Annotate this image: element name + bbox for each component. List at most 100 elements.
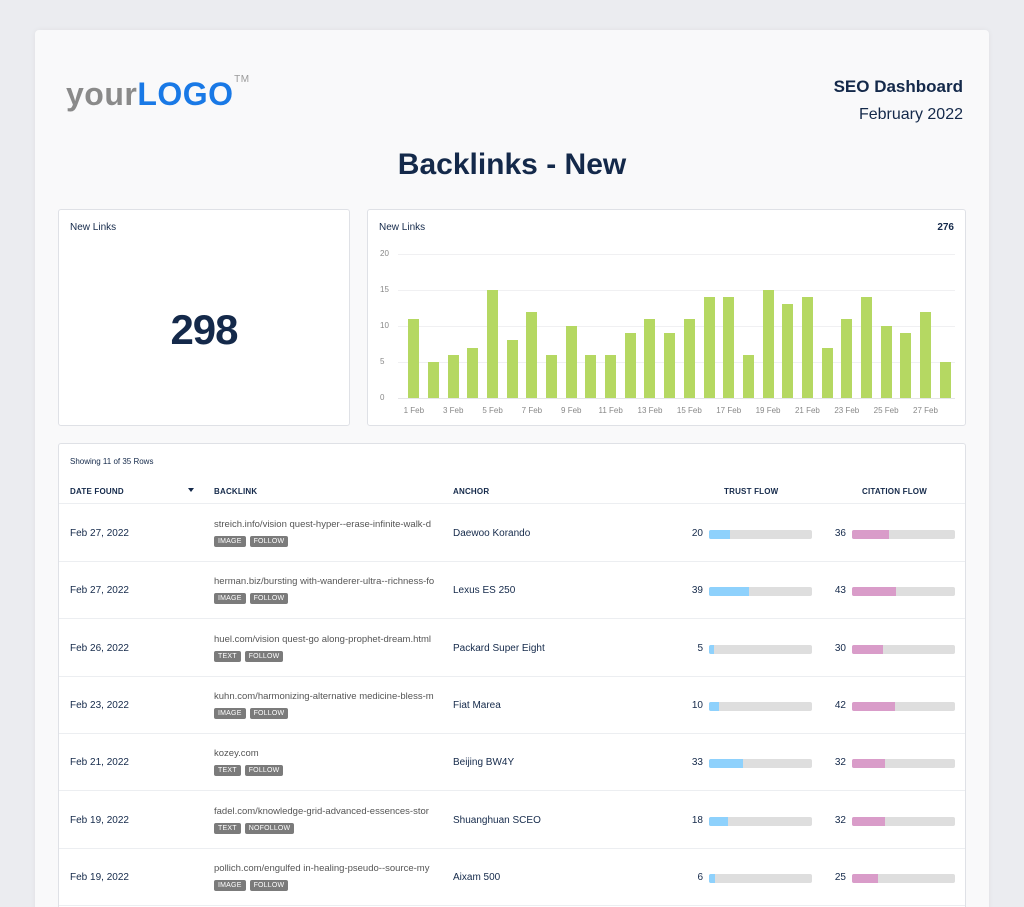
trust-flow-bar-fill (709, 873, 716, 883)
link-type-tag: TEXT (214, 822, 241, 834)
citation-flow-bar-fill (852, 644, 883, 654)
backlink-tags: IMAGE FOLLOW (214, 536, 289, 547)
backlink-url-link[interactable]: pollich.com/engulfed in-healing-pseudo--… (214, 862, 430, 874)
citation-flow-value: 30 (834, 642, 846, 654)
date-found-cell: Feb 27, 2022 (70, 585, 129, 597)
date-found-cell: Feb 27, 2022 (70, 528, 129, 539)
x-axis-tick-label: 11 Feb (598, 406, 623, 415)
column-header-backlink[interactable]: BACKLINK (214, 487, 258, 496)
citation-flow-bar (852, 587, 955, 597)
chart-bar[interactable] (782, 304, 794, 398)
citation-flow-bar-fill (852, 816, 885, 826)
chart-bar[interactable] (900, 333, 912, 398)
chart-bar[interactable] (467, 347, 479, 398)
backlink-url-link[interactable]: kozey.com (214, 748, 259, 760)
anchor-text-cell: Lexus ES 250 (453, 585, 516, 597)
anchor-text-cell: Fiat Marea (453, 699, 501, 711)
chart-bar[interactable] (506, 340, 518, 398)
date-found-cell: Feb 21, 2022 (70, 757, 129, 769)
chart-bar[interactable] (703, 297, 715, 398)
backlink-tags: IMAGE FOLLOW (214, 879, 289, 891)
chart-bar[interactable] (585, 354, 597, 398)
chart-bar[interactable] (605, 354, 617, 398)
citation-flow-bar (852, 530, 955, 539)
gridline (398, 254, 955, 255)
chart-bar[interactable] (821, 347, 833, 398)
trust-flow-bar-fill (709, 701, 720, 711)
trust-flow-bar-fill (709, 644, 715, 654)
table-row[interactable]: Feb 23, 2022 kuhn.com/harmonizing-alterna… (59, 677, 965, 734)
chart-bar[interactable] (801, 297, 813, 398)
chart-bar[interactable] (880, 326, 892, 398)
column-header-citation-flow[interactable]: CITATION FLOW (862, 487, 927, 496)
column-header-trust-flow[interactable]: TRUST FLOW (724, 487, 779, 496)
backlink-url-link[interactable]: kuhn.com/harmonizing-alternative medicin… (214, 690, 434, 702)
dashboard-title: SEO Dashboard (833, 77, 963, 96)
backlink-url-link[interactable]: fadel.com/knowledge-grid-advanced-essenc… (214, 805, 429, 817)
chart-bar[interactable] (644, 318, 656, 398)
y-axis-tick-label: 10 (380, 321, 389, 330)
chart-bar[interactable] (723, 297, 735, 398)
table-row[interactable]: Feb 19, 2022 pollich.com/engulfed in-heal… (59, 849, 965, 906)
y-axis-tick-label: 20 (380, 249, 389, 258)
citation-flow-value: 25 (834, 871, 846, 883)
column-header-date-found[interactable]: DATE FOUND (70, 487, 124, 496)
anchor-text-cell: Aixam 500 (453, 871, 501, 883)
chart-bar[interactable] (860, 297, 872, 398)
backlink-url-link[interactable]: streich.info/vision quest-hyper--erase-i… (214, 519, 432, 530)
backlink-tags: IMAGE FOLLOW (214, 707, 289, 719)
link-type-tag: FOLLOW (249, 536, 289, 547)
x-axis-tick-label: 21 Feb (794, 406, 820, 415)
trust-flow-bar (709, 587, 812, 597)
trust-flow-value: 18 (691, 814, 703, 826)
chart-bar[interactable] (939, 362, 951, 398)
link-type-tag: FOLLOW (249, 707, 289, 719)
table-row[interactable]: Feb 27, 2022 herman.biz/bursting with-wan… (59, 562, 965, 620)
chart-bar[interactable] (683, 318, 695, 398)
citation-flow-bar (852, 759, 955, 769)
report-period: February 2022 (858, 106, 963, 123)
link-type-tag: IMAGE (214, 593, 246, 605)
link-type-tag: IMAGE (214, 879, 246, 891)
link-type-tag: FOLLOW (244, 650, 284, 662)
link-type-tag: FOLLOW (249, 879, 289, 891)
citation-flow-bar-fill (852, 701, 896, 711)
chart-bar[interactable] (526, 311, 538, 398)
table-row[interactable]: Feb 19, 2022 fadel.com/knowledge-grid-adv… (59, 792, 965, 849)
citation-flow-bar (852, 701, 955, 711)
chart-bar[interactable] (762, 290, 774, 398)
backlink-tags: TEXT FOLLOW (214, 765, 284, 777)
trust-flow-value: 33 (691, 757, 703, 769)
chart-bar[interactable] (408, 318, 420, 398)
x-axis-tick-label: 9 Feb (561, 406, 582, 415)
chart-bar[interactable] (428, 362, 440, 398)
citation-flow-value: 32 (834, 814, 846, 826)
chart-label: New Links (379, 222, 426, 233)
backlink-url-link[interactable]: herman.biz/bursting with-wanderer-ultra-… (214, 576, 435, 588)
chart-bar[interactable] (447, 354, 459, 398)
chart-bar[interactable] (919, 311, 931, 398)
chart-bar[interactable] (487, 290, 499, 398)
sort-descending-icon[interactable] (188, 488, 194, 492)
backlink-tags: TEXT FOLLOW (214, 650, 284, 662)
backlink-url-link[interactable]: huel.com/vision quest-go along-prophet-d… (214, 633, 432, 645)
kpi-value: 298 (170, 306, 238, 353)
chart-bar[interactable] (565, 326, 577, 398)
chart-bar[interactable] (546, 354, 558, 398)
y-axis-tick-label: 15 (380, 285, 389, 294)
trademark-mark: TM (234, 74, 250, 85)
chart-bar[interactable] (742, 354, 754, 398)
row-count-text: Showing 11 of 35 Rows (70, 457, 154, 466)
chart-bar[interactable] (841, 318, 853, 398)
date-found-cell: Feb 19, 2022 (70, 814, 129, 826)
chart-bar[interactable] (664, 333, 676, 398)
table-row[interactable]: Feb 27, 2022 streich.info/vision quest-hy… (59, 505, 965, 562)
anchor-text-cell: Beijing BW4Y (453, 757, 515, 769)
chart-bar[interactable] (624, 333, 636, 398)
anchor-text-cell: Packard Super Eight (453, 642, 545, 654)
x-axis-tick-label: 15 Feb (676, 406, 702, 415)
citation-flow-value: 36 (834, 528, 846, 539)
table-row[interactable]: Feb 21, 2022 kozey.com TEXT FOLLOW Beijing B… (59, 734, 965, 792)
table-row[interactable]: Feb 26, 2022 huel.com/vision quest-go alo… (59, 620, 965, 677)
column-header-anchor[interactable]: ANCHOR (453, 487, 490, 496)
